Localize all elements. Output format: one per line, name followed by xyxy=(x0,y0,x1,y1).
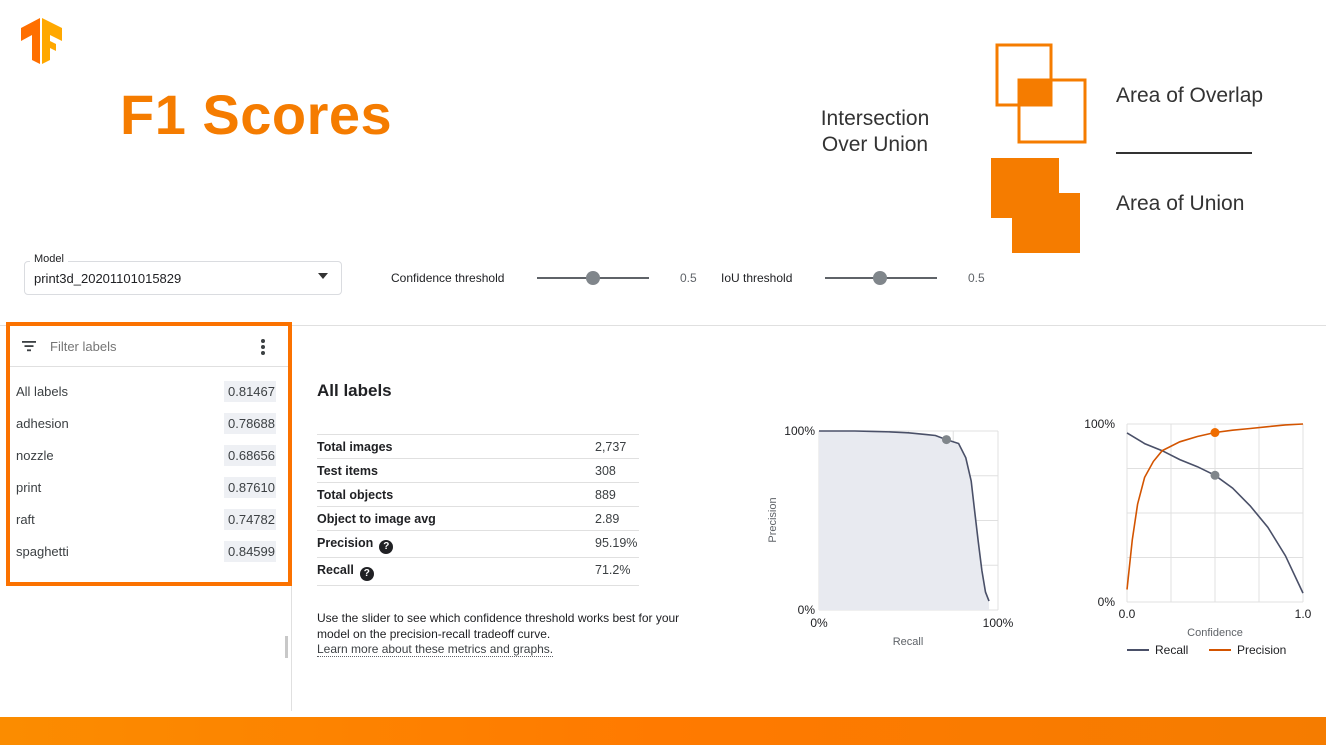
stat-row-test-items: Test items 308 xyxy=(317,458,639,483)
conf-x-tick-right: 1.0 xyxy=(1295,607,1312,621)
legend-recall-label: Recall xyxy=(1155,643,1188,657)
conf-x-axis-label: Confidence xyxy=(1187,627,1243,639)
confidence-value: 0.5 xyxy=(680,271,697,285)
iou-threshold-label: IoU threshold xyxy=(721,271,793,285)
overlap-box-b xyxy=(1017,78,1087,144)
legend-precision-label: Precision xyxy=(1237,643,1286,657)
stat-value: 71.2% xyxy=(595,563,631,577)
stat-row-total-objects: Total objects 889 xyxy=(317,482,639,507)
iou-line-2: Over Union xyxy=(821,133,929,156)
label-row-nozzle[interactable]: nozzle 0.68656 xyxy=(10,444,280,468)
iou-value: 0.5 xyxy=(968,271,985,285)
stat-name-wrap: Recall? xyxy=(317,563,374,581)
pr-x-tick-left: 0% xyxy=(810,616,828,630)
label-name: print xyxy=(16,480,42,495)
precision-line xyxy=(1126,423,1304,590)
label-row-spaghetti[interactable]: spaghetti 0.84599 xyxy=(10,540,280,564)
pr-area xyxy=(819,431,989,610)
area-of-union-label: Area of Union xyxy=(1116,192,1245,215)
stat-row-precision: Precision? 95.19% xyxy=(317,530,639,558)
stat-name-wrap: Precision? xyxy=(317,536,394,554)
panel-separator xyxy=(10,366,288,367)
model-value: print3d_20201101015829 xyxy=(34,271,182,286)
precision-recall-chart: 100% 0% 0% 100% Recall Precision xyxy=(767,424,1014,648)
filter-labels-input[interactable] xyxy=(50,339,230,354)
pr-x-tick-right: 100% xyxy=(983,616,1014,630)
label-name: All labels xyxy=(16,384,69,399)
hint-line-1: Use the slider to see which confidence t… xyxy=(317,611,680,625)
stat-value: 2.89 xyxy=(595,512,620,526)
section-title: All labels xyxy=(317,381,392,400)
label-name: raft xyxy=(16,512,35,527)
label-score: 0.87610 xyxy=(224,477,276,498)
help-icon[interactable]: ? xyxy=(379,540,394,554)
fraction-line xyxy=(1116,152,1252,154)
pr-threshold-marker xyxy=(941,435,951,445)
stat-value: 2,737 xyxy=(595,440,627,454)
stat-row-total-images: Total images 2,737 xyxy=(317,434,639,459)
model-caption: Model xyxy=(30,253,68,265)
stat-value: 889 xyxy=(595,488,616,502)
dropdown-arrow-icon[interactable] xyxy=(318,273,328,279)
area-of-overlap-label: Area of Overlap xyxy=(1116,84,1264,107)
label-name: nozzle xyxy=(16,448,54,463)
iou-line-1: Intersection xyxy=(820,107,930,130)
overlap-fill xyxy=(1019,80,1051,105)
pr-y-tick-bottom: 0% xyxy=(798,603,816,617)
pr-y-axis-label: Precision xyxy=(767,497,779,542)
horizontal-divider xyxy=(0,325,1326,326)
label-row-adhesion[interactable]: adhesion 0.78688 xyxy=(10,412,280,436)
label-panel xyxy=(6,322,292,586)
conf-grid xyxy=(1126,423,1304,603)
conf-x-tick-left: 0.0 xyxy=(1119,607,1136,621)
stat-value: 95.19% xyxy=(595,536,638,550)
model-select[interactable] xyxy=(24,261,342,295)
more-vert-icon[interactable] xyxy=(260,338,266,356)
confidence-threshold-label: Confidence threshold xyxy=(391,271,505,285)
recall-threshold-marker xyxy=(1210,470,1220,480)
stat-row-recall: Recall? 71.2% xyxy=(317,557,639,586)
stat-name: Total images xyxy=(317,440,393,454)
iou-caption: Intersection Over Union xyxy=(800,106,950,158)
tensorflow-logo xyxy=(21,18,62,64)
stat-name: Recall xyxy=(317,563,354,577)
label-name: spaghetti xyxy=(16,544,69,559)
label-name: adhesion xyxy=(16,416,69,431)
union-shape xyxy=(991,158,1080,253)
help-icon[interactable]: ? xyxy=(359,567,374,581)
label-score: 0.74782 xyxy=(224,509,276,530)
stat-value: 308 xyxy=(595,464,616,478)
confidence-slider-thumb[interactable] xyxy=(586,271,600,285)
label-score: 0.81467 xyxy=(224,381,276,402)
learn-more-link[interactable]: Learn more about these metrics and graph… xyxy=(317,642,554,657)
filter-icon[interactable] xyxy=(22,340,36,352)
label-score: 0.68656 xyxy=(224,445,276,466)
bottom-accent-bar xyxy=(0,717,1326,745)
label-row-raft[interactable]: raft 0.74782 xyxy=(10,508,280,532)
pr-y-tick-top: 100% xyxy=(784,424,815,438)
slide-title: F1 Scores xyxy=(120,83,393,146)
stat-name: Precision xyxy=(317,536,374,550)
stat-name: Test items xyxy=(317,464,378,478)
slider-hint: Use the slider to see which confidence t… xyxy=(317,610,697,642)
stat-name: Total objects xyxy=(317,488,394,502)
precision-threshold-marker xyxy=(1210,428,1220,438)
iou-slider-thumb[interactable] xyxy=(873,271,887,285)
iou-diagram xyxy=(991,43,1087,253)
label-score: 0.78688 xyxy=(224,413,276,434)
label-row-print[interactable]: print 0.87610 xyxy=(10,476,280,500)
hint-line-2: model on the precision-recall tradeoff c… xyxy=(317,627,551,641)
panel-resize-handle[interactable] xyxy=(285,636,288,658)
conf-y-tick-bottom: 0% xyxy=(1098,595,1116,609)
stat-row-object-to-image-avg: Object to image avg 2.89 xyxy=(317,506,639,531)
conf-y-tick-top: 100% xyxy=(1084,417,1115,431)
label-score: 0.84599 xyxy=(224,541,276,562)
stat-name: Object to image avg xyxy=(317,512,436,526)
confidence-chart: 100% 0% 0.0 1.0 Confidence Recall Precis… xyxy=(1084,417,1312,657)
pr-x-axis-label: Recall xyxy=(893,636,924,648)
label-row-all-labels[interactable]: All labels 0.81467 xyxy=(10,380,280,404)
